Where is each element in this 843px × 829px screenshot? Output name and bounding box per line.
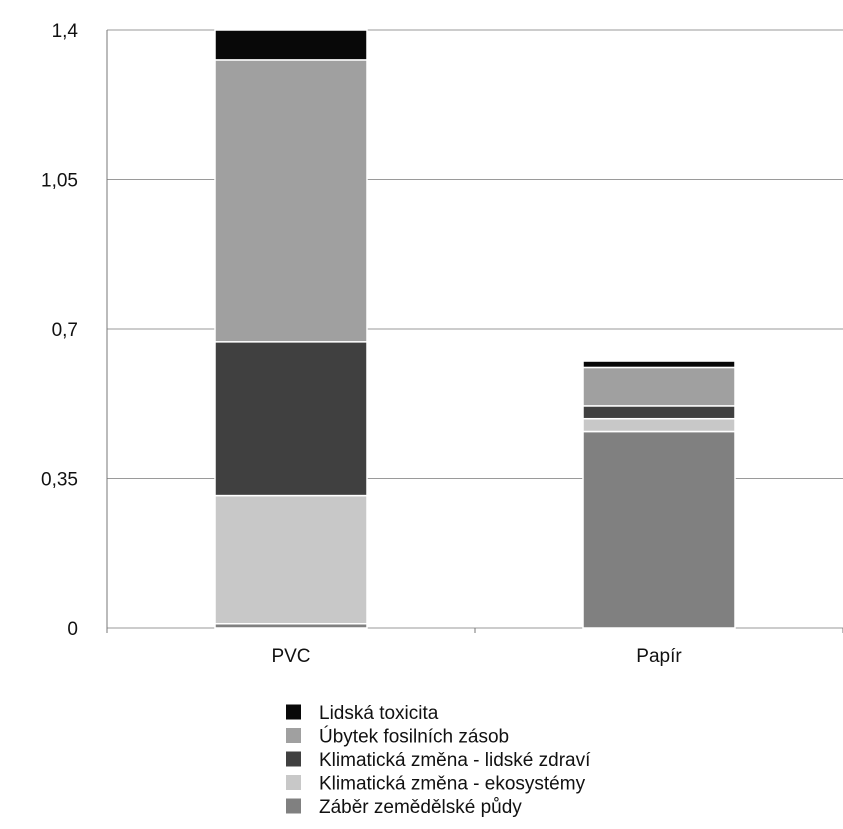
legend-swatch (286, 704, 301, 720)
x-category-label: Papír (636, 646, 682, 667)
x-axis (106, 30, 843, 633)
x-axis-category-labels: PVC Papír (271, 646, 682, 667)
bar-segment (214, 59, 368, 343)
legend-label: Lidská toxicita (319, 703, 439, 724)
y-axis-tick-labels: 0 0,35 0,7 1,05 1,4 (41, 21, 78, 640)
legend-item: Klimatická změna - ekosystémy (286, 774, 586, 795)
legend-swatch (286, 751, 301, 767)
legend-item: Lidská toxicita (286, 703, 439, 724)
legend-label: Klimatická změna - ekosystémy (319, 774, 586, 795)
x-category-label: PVC (271, 646, 310, 667)
legend-item: Klimatická změna - lidské zdraví (286, 750, 591, 771)
legend-item: Záběr zemědělské půdy (286, 797, 522, 818)
bar-segment (582, 405, 736, 420)
legend-swatch (286, 728, 301, 743)
bar-segment (582, 366, 736, 407)
bar-segment (214, 341, 368, 497)
y-tick-label: 0 (67, 619, 78, 640)
bar-segment (214, 494, 368, 625)
y-tick-label: 0,35 (41, 470, 78, 491)
legend-label: Úbytek fosilních zásob (319, 726, 509, 748)
bar-segment (214, 29, 368, 61)
bars (214, 29, 736, 629)
legend-swatch (286, 798, 301, 814)
bar-segment (582, 360, 736, 369)
legend-item: Úbytek fosilních zásob (286, 726, 509, 748)
legend-label: Klimatická změna - lidské zdraví (319, 750, 591, 771)
y-tick-label: 0,7 (52, 320, 78, 341)
y-tick-label: 1,05 (41, 171, 78, 192)
y-tick-label: 1,4 (52, 21, 79, 42)
bar-segment (582, 417, 736, 433)
legend-swatch (286, 775, 301, 790)
legend-label: Záběr zemědělské půdy (319, 797, 522, 818)
bar-segment (582, 430, 736, 629)
